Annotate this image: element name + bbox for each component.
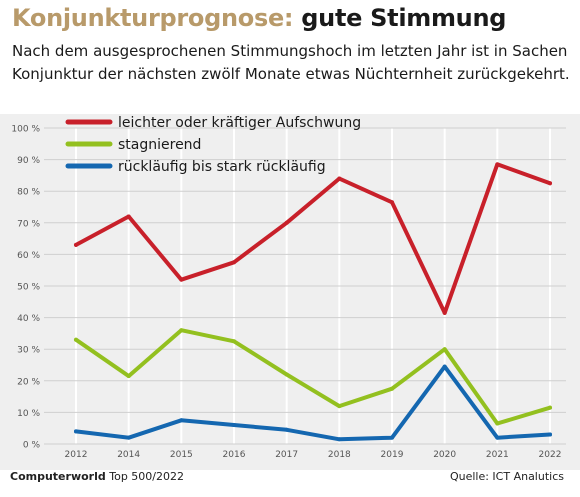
- data-point: [179, 418, 184, 423]
- x-tick-label: 2019: [381, 450, 404, 460]
- data-point: [284, 220, 289, 225]
- x-tick-label: 2015: [170, 450, 193, 460]
- data-point: [74, 242, 78, 247]
- page-title: Konjunkturprognose: gute Stimmung: [12, 4, 506, 32]
- y-tick-label: 90 %: [17, 156, 40, 166]
- data-point: [548, 405, 552, 410]
- x-tick-label: 2017: [275, 450, 298, 460]
- y-tick-label: 80 %: [17, 188, 40, 198]
- data-point: [442, 347, 447, 352]
- subtitle: Nach dem ausgesprochenen Stimmungshoch i…: [12, 42, 570, 83]
- data-point: [232, 423, 236, 428]
- data-point: [495, 162, 500, 167]
- data-point: [337, 437, 342, 442]
- x-tick-label: 2016: [223, 450, 246, 460]
- data-point: [284, 372, 289, 377]
- data-point: [179, 328, 184, 333]
- data-point: [390, 200, 394, 205]
- y-tick-label: 60 %: [17, 251, 40, 261]
- data-point: [495, 435, 500, 440]
- series-line: [74, 364, 552, 442]
- data-point: [548, 432, 552, 437]
- x-tick-label: 2020: [433, 450, 456, 460]
- data-point: [390, 386, 394, 391]
- plot-background: [0, 114, 580, 470]
- title-highlight: Konjunkturprognose:: [12, 4, 294, 32]
- data-point: [232, 339, 236, 344]
- data-point: [74, 337, 78, 342]
- data-point: [284, 427, 289, 432]
- footer-source: Quelle: ICT Analutics: [449, 470, 564, 483]
- data-point: [126, 374, 131, 379]
- series-line: [74, 328, 552, 426]
- data-point: [179, 277, 184, 282]
- data-point: [390, 435, 394, 440]
- data-point: [126, 435, 131, 440]
- y-tick-label: 100 %: [11, 125, 40, 135]
- y-tick-label: 10 %: [17, 409, 40, 419]
- data-point: [442, 364, 447, 369]
- data-point: [337, 404, 342, 409]
- footer-edition: Top 500/2022: [109, 470, 184, 483]
- y-tick-label: 30 %: [17, 346, 40, 356]
- x-tick-label: 2018: [328, 450, 351, 460]
- data-point: [232, 260, 236, 265]
- legend-label: stagnierend: [118, 137, 201, 153]
- x-tick-label: 2022: [539, 450, 562, 460]
- data-point: [337, 176, 342, 181]
- data-point: [442, 310, 447, 315]
- data-point: [495, 421, 500, 426]
- x-tick-label: 2012: [65, 450, 88, 460]
- y-tick-label: 0 %: [23, 441, 41, 451]
- y-tick-label: 70 %: [17, 219, 40, 229]
- y-tick-label: 20 %: [17, 377, 40, 387]
- y-tick-label: 50 %: [17, 283, 40, 293]
- data-point: [74, 429, 78, 434]
- footer-brand: Computerworld: [10, 470, 106, 483]
- legend-label: leichter oder kräftiger Aufschwung: [118, 115, 361, 131]
- footer-credit: Computerworld Top 500/2022: [10, 470, 184, 483]
- x-tick-label: 2021: [486, 450, 509, 460]
- x-tick-label: 2014: [117, 450, 140, 460]
- y-tick-label: 40 %: [17, 314, 40, 324]
- legend-label: rückläufig bis stark rückläufig: [118, 159, 326, 175]
- data-point: [548, 181, 552, 186]
- data-point: [126, 214, 131, 219]
- title-main: gute Stimmung: [301, 4, 507, 32]
- series-line: [74, 162, 552, 315]
